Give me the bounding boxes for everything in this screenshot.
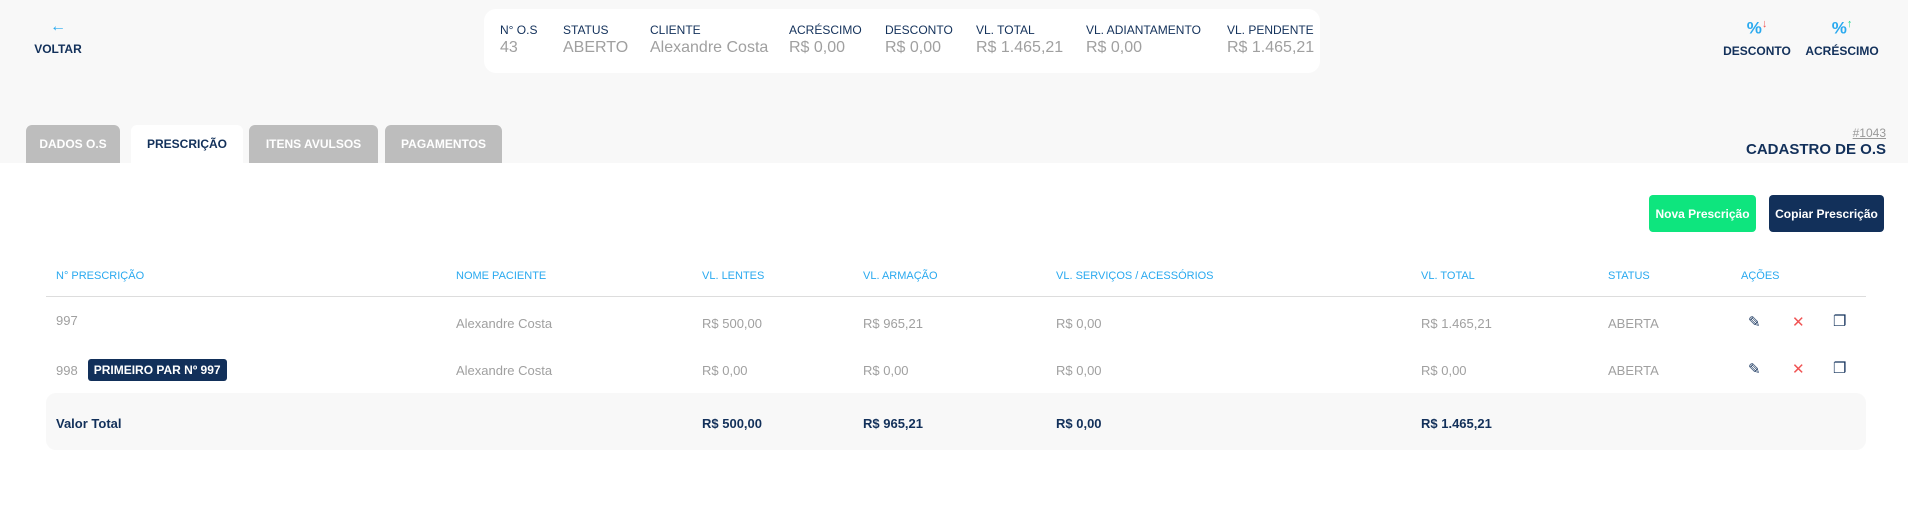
summary-value: Alexandre Costa [650,39,769,56]
cell-armacao: R$ 0,00 [863,363,909,378]
summary-value: R$ 1.465,21 [976,39,1064,56]
new-prescription-button[interactable]: Nova Prescrição [1649,195,1756,232]
back-button[interactable]: ← VOLTAR [30,18,86,58]
summary-pending: VL. PENDENTE R$ 1.465,21 [1227,23,1314,57]
percent-up-icon: %↑ [1831,18,1853,38]
delete-icon[interactable]: ✕ [1792,361,1805,378]
summary-total: VL. TOTAL R$ 1.465,21 [976,23,1063,57]
cell-status: ABERTA [1608,316,1659,331]
back-label: VOLTAR [34,42,82,56]
summary-value: R$ 0,00 [885,39,942,56]
cell-total: R$ 0,00 [1421,363,1467,378]
col-header-total: VL. TOTAL [1421,270,1475,282]
col-header-numero: N° PRESCRIÇÃO [56,270,145,282]
cell-numero: 997 [56,313,78,328]
cell-lentes: R$ 500,00 [702,316,762,331]
totals-armacao: R$ 965,21 [863,416,923,431]
copy-icon[interactable]: ❐ [1833,360,1847,377]
summary-label: DESCONTO [885,23,953,37]
col-header-lentes: VL. LENTES [702,270,765,282]
summary-discount: DESCONTO R$ 0,00 [885,23,953,57]
delete-icon[interactable]: ✕ [1792,314,1805,331]
col-header-servicos: VL. SERVIÇOS / ACESSÓRIOS [1056,270,1214,282]
prescription-number: 998 [56,362,78,378]
pair-badge: PRIMEIRO PAR Nº 997 [87,359,227,381]
totals-row [46,393,1866,450]
cell-servicos: R$ 0,00 [1056,316,1102,331]
summary-label: ACRÉSCIMO [789,23,862,37]
edit-icon[interactable]: ✎ [1748,361,1761,378]
copy-icon[interactable]: ❐ [1833,313,1847,330]
summary-client: CLIENTE Alexandre Costa [650,23,768,57]
totals-servicos: R$ 0,00 [1056,416,1102,431]
cell-lentes: R$ 0,00 [702,363,748,378]
summary-status: STATUS ABERTO [563,23,628,57]
cell-servicos: R$ 0,00 [1056,363,1102,378]
totals-lentes: R$ 500,00 [702,416,762,431]
col-header-paciente: NOME PACIENTE [456,270,547,282]
summary-label: N° O.S [500,23,538,37]
col-header-status: STATUS [1608,270,1650,282]
surcharge-label: ACRÉSCIMO [1805,44,1879,58]
summary-value: R$ 0,00 [789,39,846,56]
header-divider [46,296,1866,297]
summary-os-number: N° O.S 43 [500,23,537,57]
col-header-acoes: AÇÕES [1741,270,1780,282]
summary-advance: VL. ADIANTAMENTO R$ 0,00 [1086,23,1201,57]
summary-value: R$ 1.465,21 [1227,39,1315,56]
os-code-link[interactable]: #1043 [1852,126,1886,140]
percent-down-icon: %↓ [1746,18,1768,38]
summary-value: 43 [500,39,518,56]
discount-label: DESCONTO [1723,44,1791,58]
tab-pagamentos[interactable]: PAGAMENTOS [385,125,502,163]
discount-button[interactable]: %↓ DESCONTO [1722,18,1792,58]
page-title: CADASTRO DE O.S [1745,141,1886,158]
summary-value: R$ 0,00 [1086,39,1143,56]
summary-label: CLIENTE [650,23,701,37]
cell-total: R$ 1.465,21 [1421,316,1492,331]
cell-status: ABERTA [1608,363,1659,378]
summary-label: VL. TOTAL [976,23,1035,37]
tab-dados-os[interactable]: DADOS O.S [26,125,120,163]
surcharge-button[interactable]: %↑ ACRÉSCIMO [1803,18,1881,58]
os-summary-card: N° O.S 43 STATUS ABERTO CLIENTE Alexandre C… [484,9,1320,73]
cell-paciente: Alexandre Costa [456,316,553,331]
edit-icon[interactable]: ✎ [1748,314,1761,331]
summary-value: ABERTO [563,39,629,56]
totals-total: R$ 1.465,21 [1421,416,1492,431]
summary-label: VL. PENDENTE [1227,23,1314,37]
tab-itens-avulsos[interactable]: ITENS AVULSOS [249,125,378,163]
summary-label: STATUS [563,23,609,37]
col-header-armacao: VL. ARMAÇÃO [863,270,938,282]
copy-prescription-button[interactable]: Copiar Prescrição [1769,195,1884,232]
cell-paciente: Alexandre Costa [456,363,553,378]
totals-label: Valor Total [56,416,122,431]
cell-numero: 998 PRIMEIRO PAR Nº 997 [56,359,227,381]
tab-prescricao[interactable]: PRESCRIÇÃO [131,125,243,163]
summary-label: VL. ADIANTAMENTO [1086,23,1201,37]
cell-armacao: R$ 965,21 [863,316,923,331]
arrow-left-icon: ← [50,18,66,35]
summary-surcharge: ACRÉSCIMO R$ 0,00 [789,23,862,57]
